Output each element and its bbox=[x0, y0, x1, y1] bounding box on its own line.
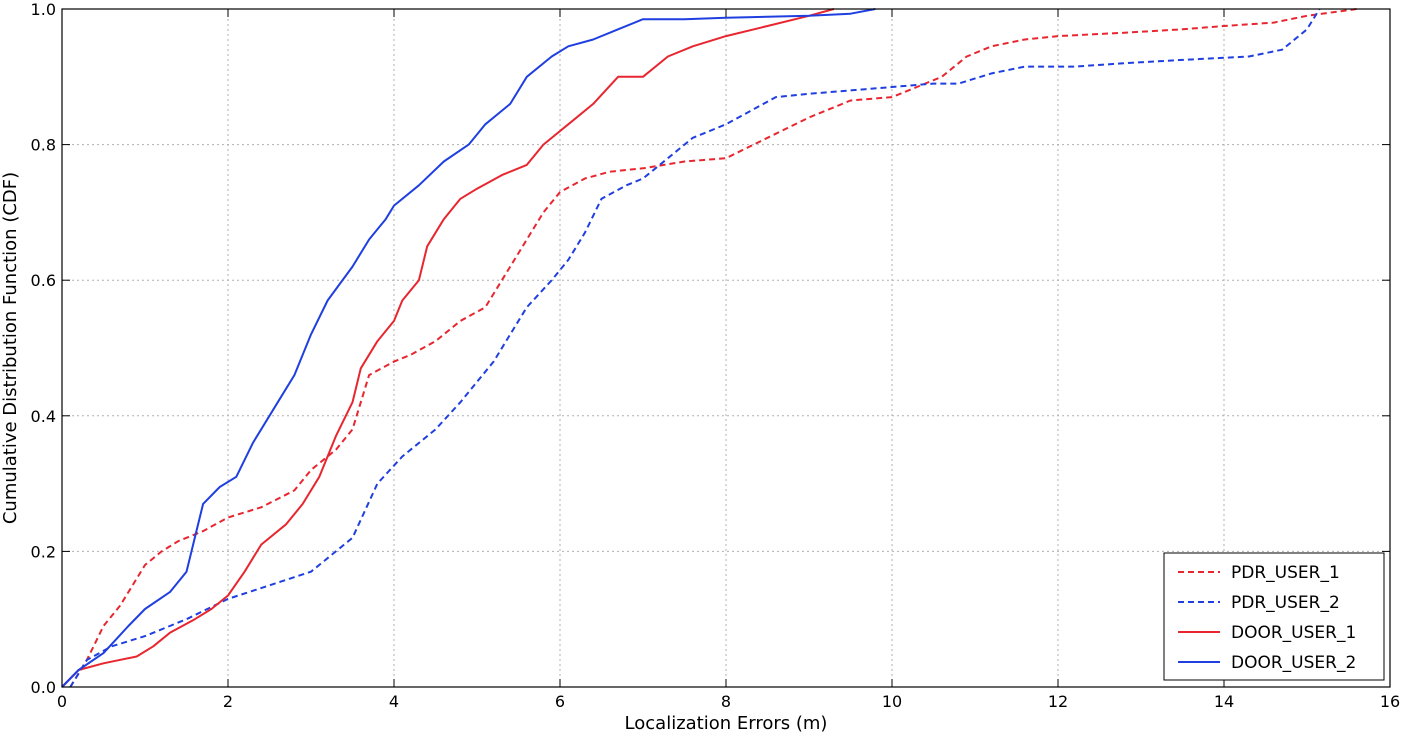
legend-box bbox=[1163, 552, 1385, 681]
legend-entry: PDR_USER_2 bbox=[1178, 593, 1340, 613]
x-tick-label: 6 bbox=[555, 692, 565, 711]
y-tick-label: 0.8 bbox=[31, 136, 56, 155]
x-axis-label: Localization Errors (m) bbox=[625, 713, 828, 734]
legend: PDR_USER_1 PDR_USER_2 DOOR_USER_1 DOOR_U… bbox=[1163, 552, 1385, 681]
y-tick-label: 0.4 bbox=[31, 407, 56, 426]
x-tick-label: 8 bbox=[721, 692, 731, 711]
y-axis-label: Cumulative Distribution Function (CDF) bbox=[0, 172, 21, 524]
ticks: 0 2 4 6 8 10 12 14 16 0.0 0.2 0.4 0.6 0.8 1.0 bbox=[31, 0, 1401, 711]
x-tick-label: 2 bbox=[223, 692, 233, 711]
series-line-pdr-user-2 bbox=[69, 8, 1321, 688]
x-tick-label: 16 bbox=[1380, 692, 1400, 711]
x-tick-label: 14 bbox=[1214, 692, 1234, 711]
series-line-door-user-2 bbox=[61, 8, 876, 688]
x-tick-label: 0 bbox=[57, 692, 67, 711]
legend-label-door-user-2: DOOR_USER_2 bbox=[1231, 653, 1356, 673]
y-tick-label: 1.0 bbox=[31, 0, 56, 19]
x-tick-label: 4 bbox=[389, 692, 399, 711]
y-tick-label: 0.6 bbox=[31, 271, 56, 290]
series-line-door-user-1 bbox=[61, 8, 835, 688]
legend-entry: DOOR_USER_1 bbox=[1178, 623, 1356, 643]
legend-entry: DOOR_USER_2 bbox=[1178, 653, 1356, 673]
y-tick-label: 0.0 bbox=[31, 678, 56, 697]
legend-label-pdr-user-1: PDR_USER_1 bbox=[1231, 563, 1340, 583]
legend-label-door-user-1: DOOR_USER_1 bbox=[1231, 623, 1356, 643]
y-tick-label: 0.2 bbox=[31, 542, 56, 561]
x-tick-label: 12 bbox=[1048, 692, 1068, 711]
legend-entry: PDR_USER_1 bbox=[1178, 563, 1340, 583]
series-layer bbox=[61, 8, 1357, 688]
legend-label-pdr-user-2: PDR_USER_2 bbox=[1231, 593, 1340, 613]
x-tick-label: 10 bbox=[882, 692, 902, 711]
